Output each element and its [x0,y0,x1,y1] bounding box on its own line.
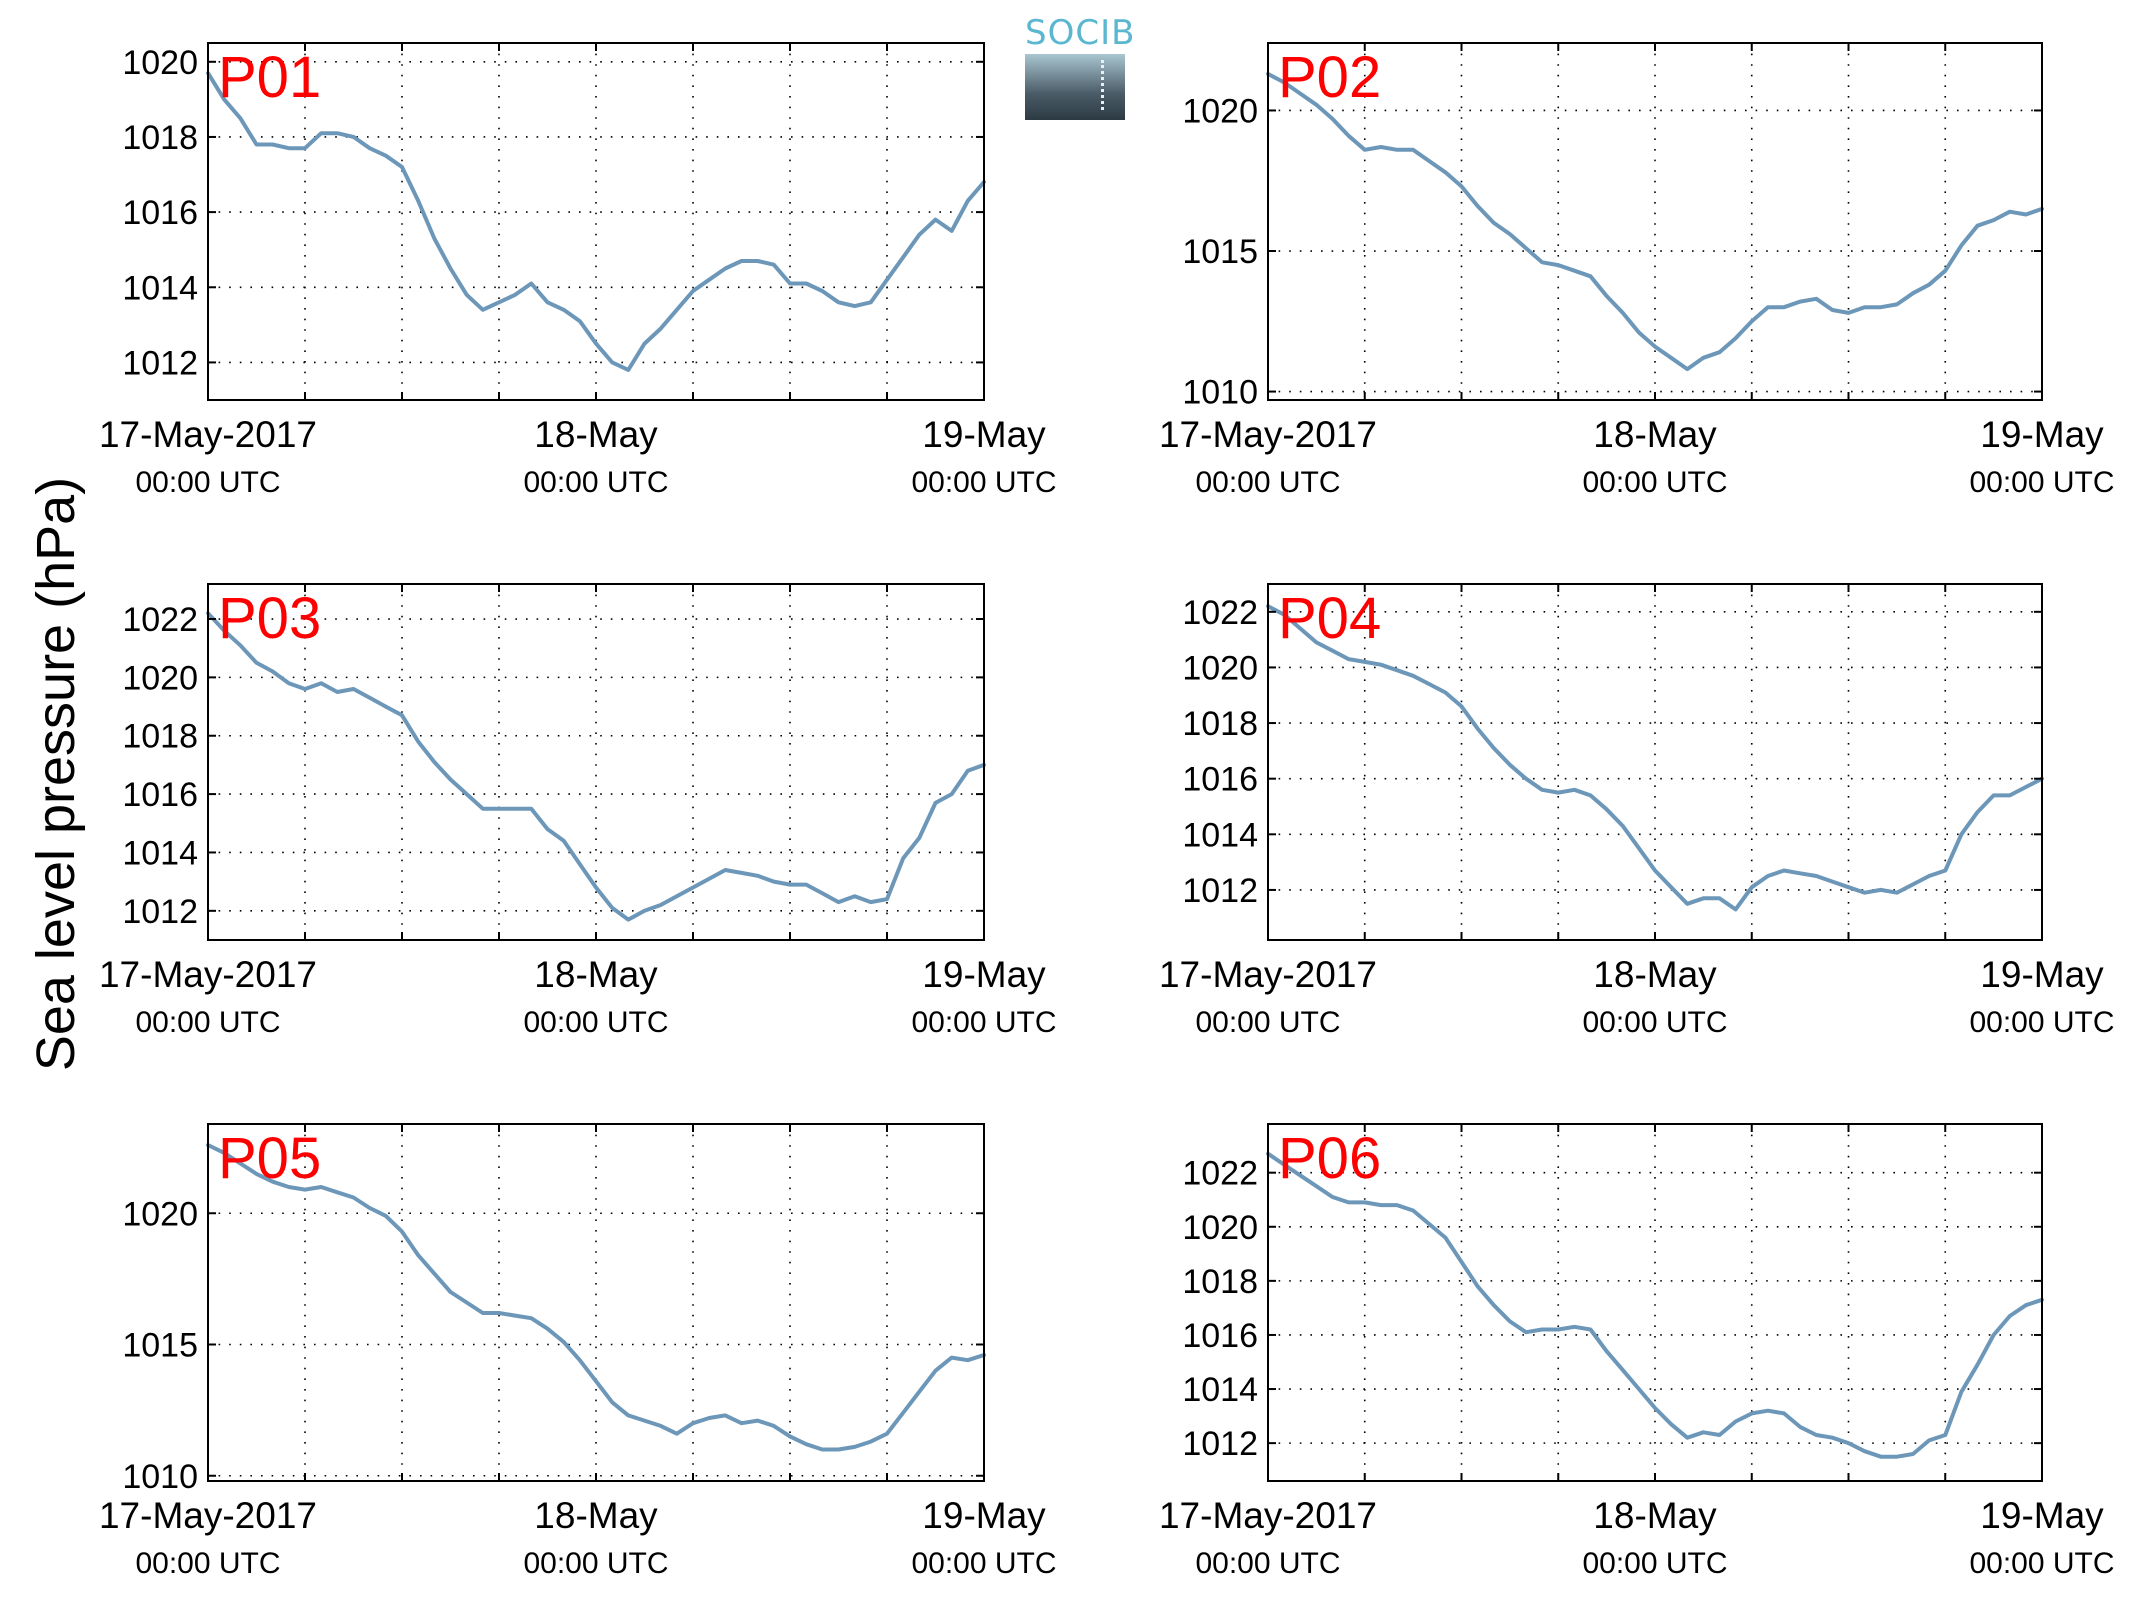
x-tick-label-time: 00:00 UTC [911,466,1056,499]
x-tick-label-date: 18-May [1593,1495,1717,1536]
y-tick-label: 1015 [1182,233,1258,271]
x-tick-label-time: 00:00 UTC [523,466,668,499]
x-tick-label-date: 18-May [534,954,658,995]
y-tick-label: 1014 [1182,1371,1258,1409]
y-tick-label: 1018 [122,119,198,157]
x-tick-label-date: 18-May [1593,414,1717,455]
panel-label: P05 [218,1126,321,1191]
x-tick-label-date: 17-May-2017 [1159,414,1377,455]
y-tick-label: 1020 [122,1195,198,1233]
panel-p03: 1012 1014 1016 1018 1020 1022 17-May-2017 00:00… [99,583,1057,1039]
y-tick-label: 1015 [122,1327,198,1365]
logo-graphic [1025,54,1125,120]
x-tick-label-time: 00:00 UTC [523,1547,668,1580]
y-tick-label: 1012 [122,893,198,931]
panel-p01: 1012 1014 1016 1018 1020 17-May-2017 00:00 UTC… [99,42,1057,499]
data-line [206,611,986,922]
y-tick-label: 1016 [122,776,198,814]
x-tick-label-time: 00:00 UTC [135,466,280,499]
x-tick-label-time: 00:00 UTC [1195,1006,1340,1039]
x-tick-label-date: 17-May-2017 [1159,1495,1377,1536]
y-tick-label: 1016 [1182,761,1258,799]
y-tick-label: 1018 [1182,1263,1258,1301]
y-tick-label: 1012 [1182,1425,1258,1463]
y-tick-label: 1020 [122,44,198,82]
x-tick-label-time: 00:00 UTC [1195,1547,1340,1580]
x-tick-label-date: 18-May [1593,954,1717,995]
y-tick-label: 1016 [122,194,198,232]
socib-logo: SOCIB [1025,13,1136,120]
panel-p05: 1010 1015 1020 17-May-2017 00:00 UTC 18-May 00… [99,1123,1057,1580]
x-tick-label-date: 19-May [922,414,1046,455]
y-tick-label: 1010 [1182,374,1258,412]
x-tick-label-time: 00:00 UTC [523,1006,668,1039]
x-tick-label-date: 19-May [922,954,1046,995]
x-tick-label-date: 18-May [534,1495,658,1536]
x-tick-label-date: 18-May [534,414,658,455]
x-tick-label-time: 00:00 UTC [1582,466,1727,499]
y-tick-label: 1022 [122,601,198,639]
y-tick-label: 1020 [1182,649,1258,687]
panel-label: P03 [218,586,321,651]
y-tick-label: 1012 [1182,872,1258,910]
panel-label: P01 [218,45,321,110]
x-tick-label-date: 17-May-2017 [1159,954,1377,995]
logo-text: SOCIB [1025,13,1136,53]
data-line [1266,1151,2044,1459]
x-tick-label-date: 19-May [922,1495,1046,1536]
y-tick-label: 1012 [122,344,198,382]
y-tick-label: 1016 [1182,1317,1258,1355]
x-tick-label-time: 00:00 UTC [1195,466,1340,499]
x-tick-label-time: 00:00 UTC [1582,1006,1727,1039]
panel-p04: 1012 1014 1016 1018 1020 1022 17-May-2017 00:00… [1159,583,2115,1039]
panel-p06: 1012 1014 1016 1018 1020 1022 17-May-2017 00:00… [1159,1123,2115,1580]
y-tick-label: 1018 [122,718,198,756]
y-tick-label: 1020 [1182,92,1258,130]
panel-label: P02 [1278,45,1381,110]
y-tick-label: 1020 [1182,1209,1258,1247]
y-axis-label: Sea level pressure (hPa) [26,476,86,1072]
y-tick-label: 1014 [122,834,198,872]
x-tick-label-date: 19-May [1980,954,2104,995]
panel-label: P06 [1278,1126,1381,1191]
x-tick-label-time: 00:00 UTC [1969,1006,2114,1039]
x-tick-label-date: 17-May-2017 [99,954,317,995]
x-tick-label-date: 19-May [1980,414,2104,455]
x-tick-label-time: 00:00 UTC [1582,1547,1727,1580]
data-line [1266,71,2044,372]
x-tick-label-date: 17-May-2017 [99,414,317,455]
data-line [206,1143,986,1452]
x-tick-label-date: 19-May [1980,1495,2104,1536]
logo-dots [1101,60,1104,110]
data-line [1266,604,2044,912]
panel-label: P04 [1278,586,1381,651]
y-tick-label: 1020 [122,659,198,697]
x-tick-label-time: 00:00 UTC [135,1547,280,1580]
x-tick-label-date: 17-May-2017 [99,1495,317,1536]
data-line [206,71,986,372]
x-tick-label-time: 00:00 UTC [911,1006,1056,1039]
y-tick-label: 1022 [1182,1155,1258,1193]
y-tick-label: 1018 [1182,705,1258,743]
x-tick-label-time: 00:00 UTC [1969,466,2114,499]
x-tick-label-time: 00:00 UTC [135,1006,280,1039]
y-tick-label: 1014 [1182,816,1258,854]
panel-p02: 1010 1015 1020 17-May-2017 00:00 UTC 18-May 00… [1159,42,2115,499]
y-tick-label: 1010 [122,1458,198,1496]
y-tick-label: 1014 [122,269,198,307]
y-tick-label: 1022 [1182,594,1258,632]
x-tick-label-time: 00:00 UTC [1969,1547,2114,1580]
x-tick-label-time: 00:00 UTC [911,1547,1056,1580]
